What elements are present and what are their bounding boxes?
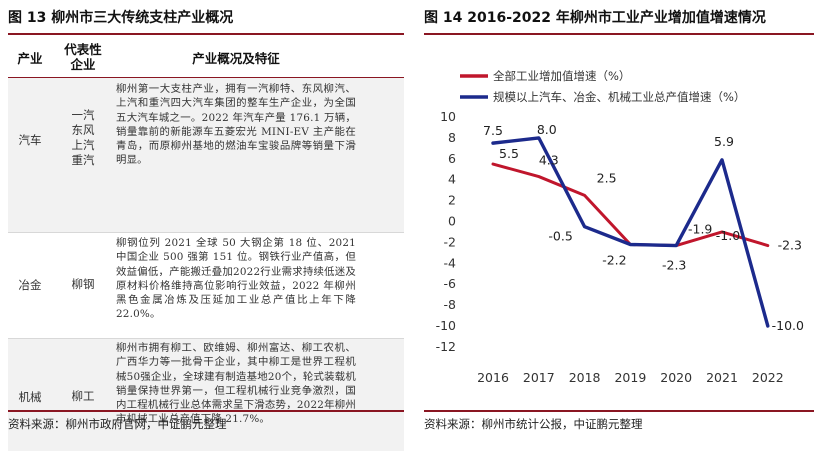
table-header: 产业 代表性 企业 产业概况及特征 — [8, 41, 404, 77]
y-tick-label: 0 — [448, 214, 456, 229]
y-tick-label: 6 — [448, 151, 456, 166]
legend-label: 规模以上汽车、冶金、机械工业总产值增速（%） — [493, 90, 745, 104]
x-tick-label: 2017 — [523, 370, 555, 385]
series-line — [491, 136, 770, 328]
legend-label: 全部工业增加值增速（%） — [493, 69, 630, 83]
y-tick-label: -2 — [444, 234, 456, 249]
left-title-rule — [8, 33, 404, 35]
data-label: 2.5 — [597, 170, 617, 185]
data-label: 4.3 — [539, 153, 559, 168]
data-label: 7.5 — [483, 123, 503, 138]
table-row: 冶金 柳钢 柳钢位列 2021 全球 50 大钢企第 18 位、2021 中国企… — [8, 233, 404, 338]
header-company: 代表性 企业 — [64, 42, 102, 72]
data-label: -0.5 — [548, 229, 572, 244]
data-label: -2.3 — [778, 238, 802, 253]
y-tick-label: -12 — [436, 339, 456, 354]
y-tick-label: -4 — [444, 255, 457, 270]
row-desc: 柳州市拥有柳工、欧维姆、柳州富达、柳工农机、广西华力等一批骨干企业，其中柳工是世… — [116, 342, 356, 426]
growth-line-chart: 10 8 6 4 2 0 -2 -4 -6 -8 -10 -12 2016 2017 2018 2019 202… — [436, 69, 804, 385]
x-tick-label: 2018 — [569, 370, 601, 385]
header-rule — [8, 77, 404, 78]
y-tick-label: -8 — [444, 297, 457, 312]
y-tick-label: 8 — [448, 130, 456, 145]
row-divider — [8, 338, 404, 339]
right-title-rule — [424, 33, 814, 35]
right-source: 资料来源：柳州市统计公报，中证鹏元整理 — [424, 417, 643, 431]
x-tick-label: 2021 — [706, 370, 738, 385]
y-tick-label: -6 — [444, 276, 457, 291]
y-tick-label: 4 — [448, 172, 456, 187]
row-desc: 柳钢位列 2021 全球 50 大钢企第 18 位、2021 中国企业 500 … — [116, 237, 356, 321]
row-company: 一汽 东风 上汽 重汽 — [71, 108, 95, 167]
row-divider — [8, 232, 404, 233]
data-label: -1.9 — [688, 221, 712, 236]
data-label: 5.9 — [714, 134, 734, 149]
right-figure-title: 图 14 2016-2022 年柳州市工业产业增加值增速情况 — [424, 10, 766, 26]
data-label: -2.2 — [602, 252, 626, 267]
row-industry: 机械 — [18, 390, 42, 404]
x-tick-label: 2020 — [660, 370, 692, 385]
data-label: 5.5 — [499, 146, 519, 161]
y-tick-label: 10 — [440, 109, 456, 124]
data-label: -2.3 — [662, 258, 686, 273]
data-label: 8.0 — [537, 122, 557, 137]
y-tick-label: -10 — [436, 318, 456, 333]
data-label: -10.0 — [772, 318, 804, 333]
row-company: 柳钢 — [71, 277, 95, 291]
left-bottom-rule — [8, 410, 404, 412]
table-row: 机械 柳工 柳州市拥有柳工、欧维姆、柳州富达、柳工农机、广西华力等一批骨干企业，… — [8, 339, 404, 451]
left-figure-title: 图 13 柳州市三大传统支柱产业概况 — [8, 10, 234, 26]
table-row: 汽车 一汽 东风 上汽 重汽 柳州第一大支柱产业，拥有一汽柳特、东风柳汽、上汽和… — [8, 78, 404, 232]
left-source: 资料来源：柳州市政府官网，中证鹏元整理 — [8, 417, 227, 431]
x-tick-label: 2016 — [477, 370, 509, 385]
right-bottom-rule — [424, 410, 814, 412]
header-industry: 产业 — [17, 51, 43, 66]
x-tick-label: 2022 — [752, 370, 784, 385]
row-industry: 汽车 — [18, 133, 42, 147]
data-label: -1.0 — [716, 228, 740, 243]
row-desc: 柳州第一大支柱产业，拥有一汽柳特、东风柳汽、上汽和重汽四大汽车集团的整车生产企业… — [116, 83, 356, 167]
x-tick-label: 2019 — [614, 370, 646, 385]
row-industry: 冶金 — [18, 278, 42, 292]
row-company: 柳工 — [71, 389, 95, 403]
header-desc: 产业概况及特征 — [192, 51, 280, 66]
y-tick-label: 2 — [448, 193, 456, 208]
